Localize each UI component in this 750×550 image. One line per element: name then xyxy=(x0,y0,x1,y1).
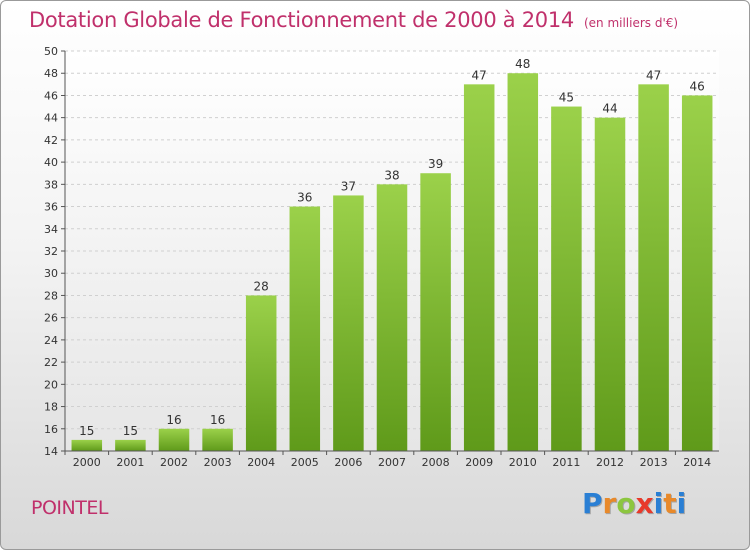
x-tick-label: 2010 xyxy=(509,456,537,469)
logo-letter: P xyxy=(582,487,603,520)
data-label: 44 xyxy=(602,102,617,116)
bar xyxy=(158,428,190,451)
x-tick-label: 2014 xyxy=(683,456,711,469)
bar xyxy=(681,95,713,451)
logo-letter: i xyxy=(653,487,664,520)
bar xyxy=(71,439,103,451)
data-label: 38 xyxy=(384,168,399,182)
data-label: 47 xyxy=(472,68,487,82)
x-tick-label: 2011 xyxy=(552,456,580,469)
logo-letter: o xyxy=(616,487,636,520)
data-label: 36 xyxy=(297,191,312,205)
bar xyxy=(420,173,451,451)
proxiti-logo[interactable]: Proxiti xyxy=(582,487,686,520)
y-axis-ticks: 14 16 18 20 22 24 26 28 30 32 34 36 38 40 42 44 46 48 50 xyxy=(44,45,65,458)
y-tick-label: 32 xyxy=(44,245,58,258)
y-tick-label: 16 xyxy=(44,423,58,436)
data-labels: 15 15 16 16 28 36 37 38 39 47 48 45 44 47 46 xyxy=(79,57,705,438)
data-label: 37 xyxy=(341,179,356,193)
y-tick-label: 28 xyxy=(44,289,58,302)
y-tick-label: 36 xyxy=(44,201,58,214)
bar xyxy=(638,84,669,451)
bar xyxy=(594,117,626,452)
chart-title-text: Dotation Globale de Fonctionnement de 20… xyxy=(29,8,574,32)
data-label: 16 xyxy=(210,413,225,427)
bar xyxy=(115,439,146,451)
logo-letter: t xyxy=(663,487,677,520)
bar xyxy=(202,428,233,451)
logo-letter: i xyxy=(676,487,687,520)
y-tick-label: 40 xyxy=(44,156,58,169)
bar xyxy=(333,195,364,451)
x-tick-label: 2012 xyxy=(596,456,624,469)
data-label: 39 xyxy=(428,157,443,171)
y-tick-label: 30 xyxy=(44,267,58,280)
x-tick-label: 2006 xyxy=(334,456,362,469)
bar xyxy=(289,206,321,451)
y-tick-label: 20 xyxy=(44,378,58,391)
commune-name: POINTEL xyxy=(31,497,108,519)
data-label: 15 xyxy=(79,424,94,438)
bar xyxy=(245,295,277,451)
x-tick-label: 2005 xyxy=(291,456,319,469)
logo-letter: r xyxy=(602,487,617,520)
y-tick-label: 44 xyxy=(44,112,58,125)
x-axis-ticks: 2000 2001 2002 2003 2004 2005 2006 2007 2008 2009… xyxy=(64,451,711,469)
x-tick-label: 2009 xyxy=(465,456,493,469)
y-tick-label: 14 xyxy=(44,445,58,458)
y-tick-label: 34 xyxy=(44,223,58,236)
x-tick-label: 2007 xyxy=(378,456,406,469)
y-tick-label: 22 xyxy=(44,356,58,369)
x-tick-label: 2002 xyxy=(160,456,188,469)
y-tick-label: 38 xyxy=(44,178,58,191)
data-label: 15 xyxy=(123,424,138,438)
y-tick-label: 48 xyxy=(44,67,58,80)
bar xyxy=(551,106,582,452)
data-label: 28 xyxy=(254,279,269,293)
x-tick-label: 2000 xyxy=(73,456,101,469)
bar xyxy=(507,73,539,451)
x-tick-label: 2001 xyxy=(116,456,144,469)
bars xyxy=(71,73,713,452)
data-label: 46 xyxy=(690,79,705,93)
data-label: 45 xyxy=(559,91,574,105)
x-tick-label: 2003 xyxy=(204,456,232,469)
y-tick-label: 26 xyxy=(44,312,58,325)
x-tick-label: 2004 xyxy=(247,456,275,469)
data-label: 48 xyxy=(515,57,530,71)
chart-title: Dotation Globale de Fonctionnement de 20… xyxy=(29,8,678,32)
y-tick-label: 46 xyxy=(44,89,58,102)
y-tick-label: 18 xyxy=(44,401,58,414)
bar xyxy=(463,84,495,451)
x-tick-label: 2008 xyxy=(422,456,450,469)
data-label: 47 xyxy=(646,68,661,82)
y-tick-label: 50 xyxy=(44,45,58,58)
y-tick-label: 42 xyxy=(44,134,58,147)
bar xyxy=(376,184,408,452)
logo-letter: x xyxy=(635,487,654,520)
chart-subtitle: (en milliers d'€) xyxy=(583,16,679,30)
y-tick-label: 24 xyxy=(44,334,58,347)
data-label: 16 xyxy=(166,413,181,427)
x-tick-label: 2013 xyxy=(640,456,668,469)
